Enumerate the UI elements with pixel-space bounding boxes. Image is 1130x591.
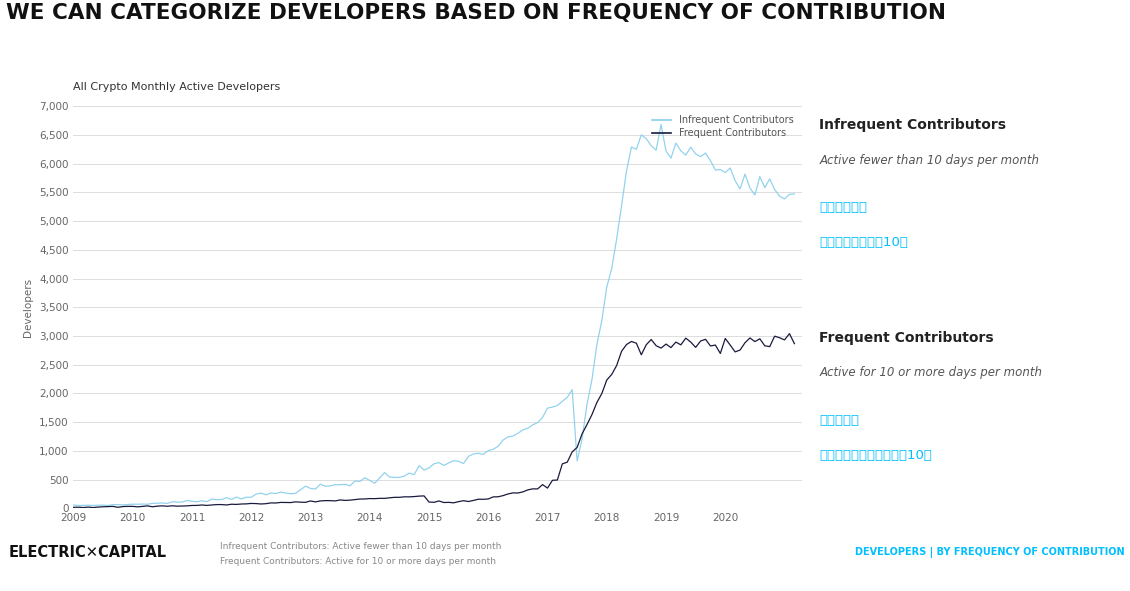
Text: Infrequent Contributors: Infrequent Contributors [819, 118, 1006, 132]
Text: Frequent Contributors: Active for 10 or more days per month: Frequent Contributors: Active for 10 or … [220, 557, 496, 566]
Y-axis label: Developers: Developers [24, 278, 34, 337]
Text: 每月活动频率少于10天: 每月活动频率少于10天 [819, 236, 909, 249]
Text: 每月活动频率等于或超过10天: 每月活动频率等于或超过10天 [819, 449, 932, 462]
Text: All Crypto Monthly Active Developers: All Crypto Monthly Active Developers [73, 82, 280, 92]
Text: Active for 10 or more days per month: Active for 10 or more days per month [819, 366, 1042, 379]
Text: 频繁贡献者: 频繁贡献者 [819, 414, 859, 427]
Text: Infrequent Contributors: Active fewer than 10 days per month: Infrequent Contributors: Active fewer th… [220, 542, 502, 551]
Text: Active fewer than 10 days per month: Active fewer than 10 days per month [819, 154, 1040, 167]
Legend: Infrequent Contributors, Frequent Contributors: Infrequent Contributors, Frequent Contri… [647, 111, 798, 142]
Text: 不频繁贡献者: 不频繁贡献者 [819, 201, 867, 214]
Text: WE CAN CATEGORIZE DEVELOPERS BASED ON FREQUENCY OF CONTRIBUTION: WE CAN CATEGORIZE DEVELOPERS BASED ON FR… [6, 3, 946, 23]
Text: Frequent Contributors: Frequent Contributors [819, 331, 994, 345]
Text: ELECTRIC✕CAPITAL: ELECTRIC✕CAPITAL [9, 545, 167, 560]
Text: DEVELOPERS | BY FREQUENCY OF CONTRIBUTION: DEVELOPERS | BY FREQUENCY OF CONTRIBUTIO… [854, 547, 1124, 558]
